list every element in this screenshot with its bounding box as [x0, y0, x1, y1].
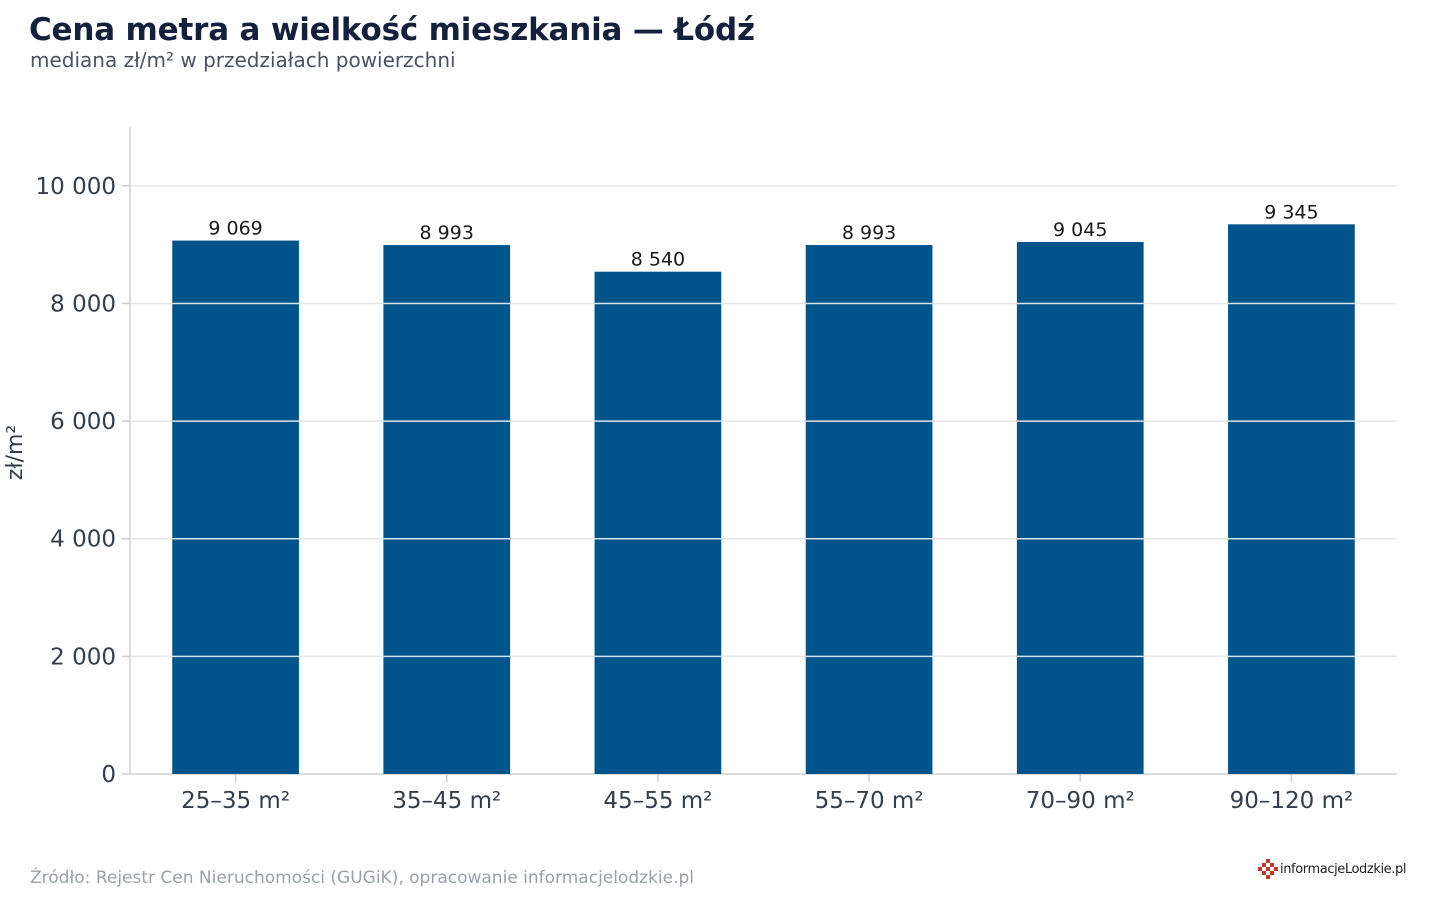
x-tick-label: 90–120 m² [1230, 788, 1354, 814]
y-tick-label: 8 000 [50, 291, 116, 317]
y-tick-label: 10 000 [36, 174, 116, 200]
y-tick-label: 6 000 [50, 409, 116, 435]
x-tick-label: 55–70 m² [815, 788, 924, 814]
y-tick-label: 2 000 [50, 644, 116, 670]
chart-subtitle: mediana zł/m² w przedziałach powierzchni [30, 48, 456, 72]
bar [805, 245, 933, 774]
site-logo: informacjeLodzkie.pl [1258, 858, 1406, 880]
y-tick-label: 0 [101, 762, 116, 788]
bar [594, 271, 722, 774]
source-note: Źródło: Rejestr Cen Nieruchomości (GUGiK… [30, 868, 695, 888]
y-tick-label: 4 000 [50, 527, 116, 553]
bar [1016, 241, 1144, 774]
bar [1228, 224, 1355, 774]
x-tick-label: 45–55 m² [603, 788, 712, 814]
bar-value-label: 9 345 [1264, 201, 1318, 223]
bar [172, 240, 299, 775]
y-axis-label: zł/m² [3, 425, 28, 480]
logo-mark-icon [1258, 859, 1278, 879]
bar-value-label: 9 069 [208, 218, 262, 240]
logo-text: informacjeLodzkie.pl [1280, 861, 1407, 877]
x-tick-label: 25–35 m² [181, 788, 290, 814]
bar [383, 245, 511, 774]
chart-title: Cena metra a wielkość mieszkania — Łódź [29, 12, 755, 48]
bar-value-label: 8 993 [420, 222, 474, 244]
x-tick-label: 70–90 m² [1026, 788, 1135, 814]
bar-value-label: 9 045 [1053, 219, 1107, 241]
bar-value-label: 8 540 [631, 249, 685, 271]
bar-value-label: 8 993 [842, 222, 896, 244]
x-tick-label: 35–45 m² [392, 788, 501, 814]
